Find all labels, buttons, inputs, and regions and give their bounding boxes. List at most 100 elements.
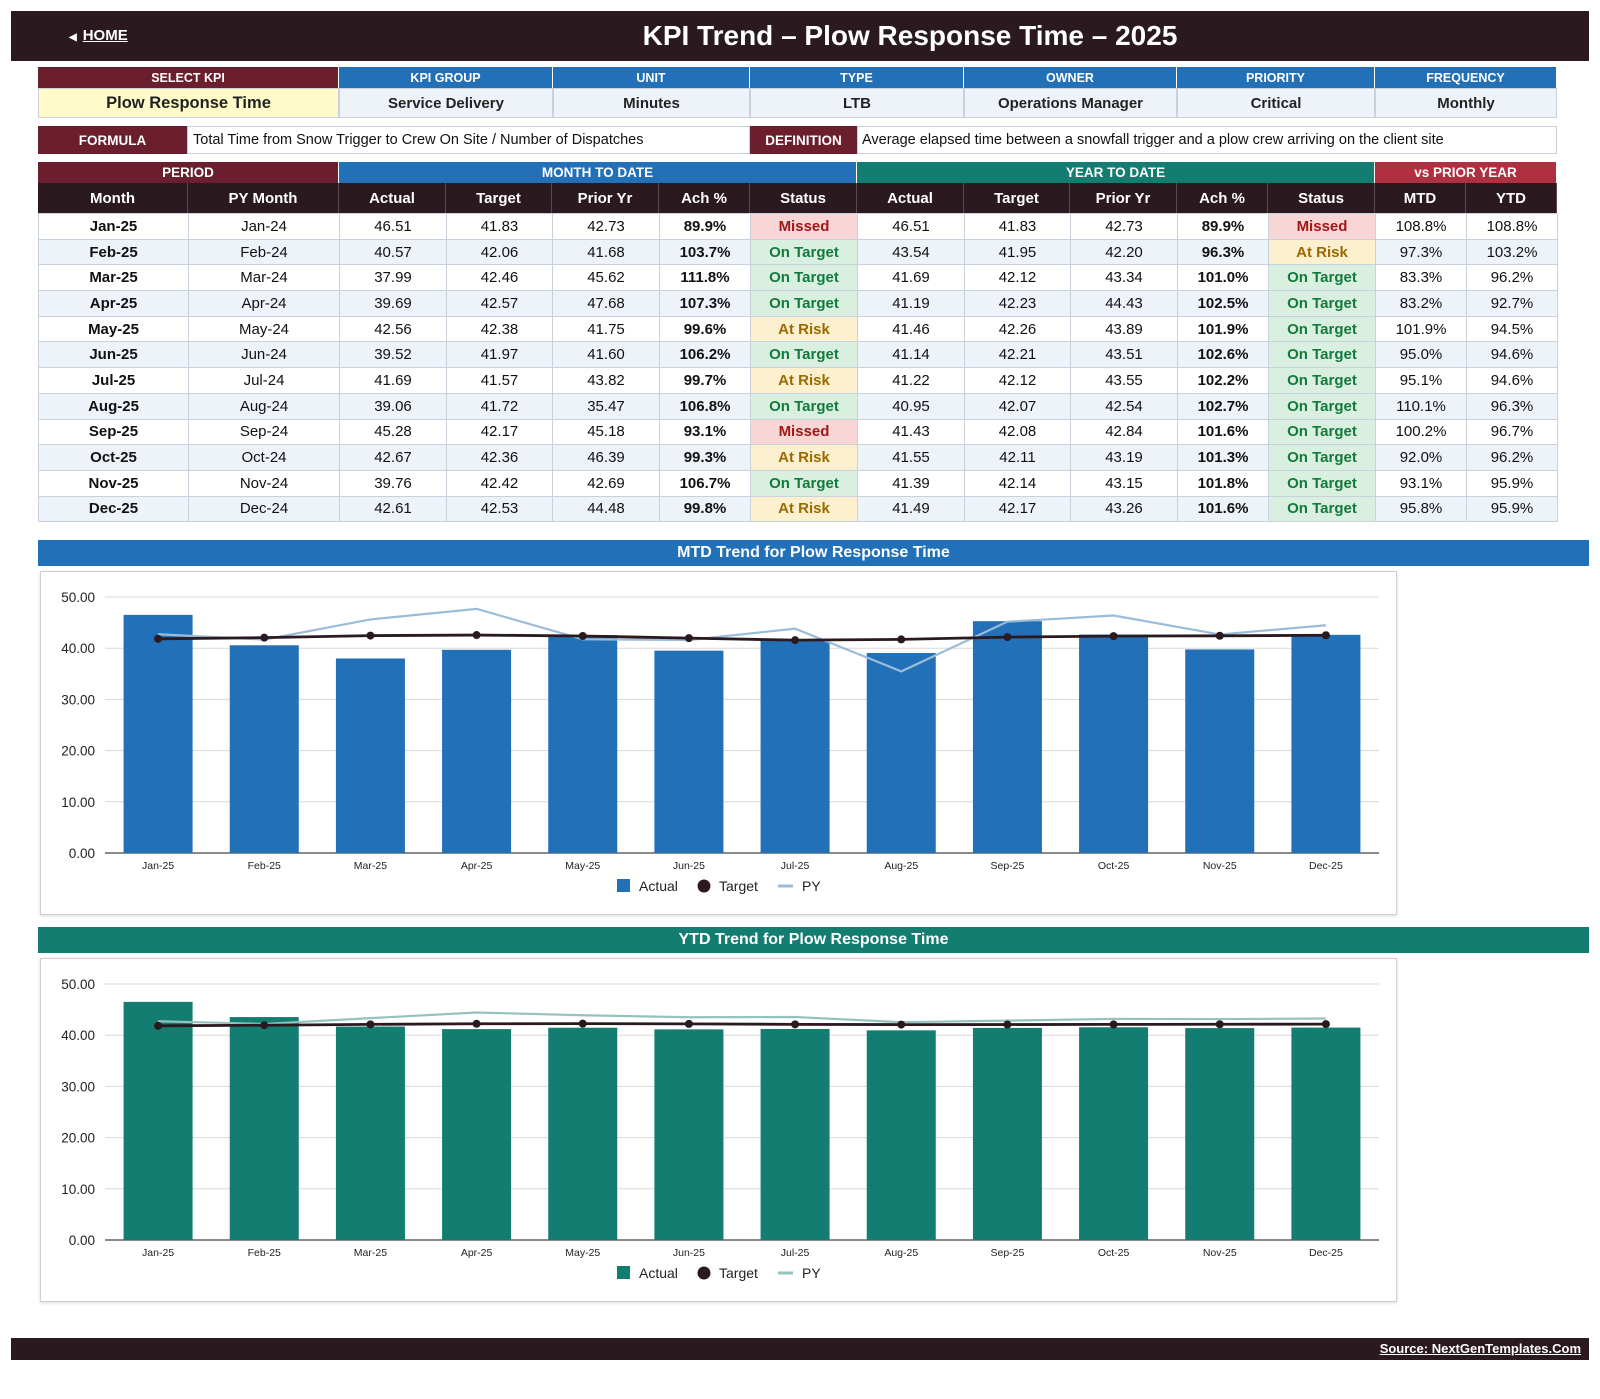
table-cell: 108.8% [1466, 213, 1558, 240]
table-row: Apr-25 Apr-24 39.69 42.57 47.68 107.3% On Targ… [38, 290, 1558, 317]
table-cell: 43.15 [1070, 469, 1178, 497]
table-row: Oct-25 Oct-24 42.67 42.36 46.39 99.3% At Risk 4… [38, 444, 1558, 471]
info-label-unit: UNIT [553, 67, 750, 88]
table-cell: 41.83 [964, 213, 1071, 240]
bar-actual [654, 1029, 724, 1240]
y-tick-label: 50.00 [61, 590, 95, 605]
bar-actual [1291, 634, 1361, 853]
bar-actual [760, 639, 830, 853]
ytd-chart: 0.00 10.00 20.00 30.00 40.00 50.00 Jan-25 Feb-2… [40, 958, 1397, 1302]
table-cell: 108.8% [1375, 213, 1467, 240]
table-row: Aug-25 Aug-24 39.06 41.72 35.47 106.8% On Targ… [38, 392, 1558, 420]
table-cell: Nov-25 [38, 469, 189, 497]
table-cell: 89.9% [1177, 213, 1269, 240]
home-link[interactable]: ◀ HOME [69, 27, 128, 44]
table-cell: Oct-25 [38, 444, 189, 471]
table-cell: 42.36 [446, 444, 553, 471]
table-cell: Apr-25 [38, 290, 189, 317]
table-cell: 101.0% [1177, 264, 1269, 292]
table-cell: 41.19 [857, 290, 965, 317]
info-label-priority: PRIORITY [1177, 67, 1375, 88]
table-cell: Aug-24 [188, 392, 340, 420]
target-point [684, 634, 693, 643]
legend-label-py: PY [802, 1265, 821, 1281]
status-badge: On Target [1268, 469, 1376, 497]
y-tick-label: 20.00 [61, 1131, 95, 1146]
bar-actual [654, 650, 724, 853]
table-cell: 41.46 [857, 315, 965, 343]
table-cell: 101.3% [1177, 444, 1269, 471]
table-cell: 111.8% [659, 264, 751, 292]
bar-actual [548, 635, 618, 853]
y-tick-label: 30.00 [61, 1079, 95, 1094]
table-cell: Jul-24 [188, 367, 340, 394]
table-cell: Jun-25 [38, 341, 189, 369]
target-point [260, 1021, 269, 1030]
status-badge: On Target [1268, 495, 1376, 523]
column-header-month: Month [38, 183, 188, 213]
table-cell: 94.5% [1466, 315, 1558, 343]
table-cell: Apr-24 [188, 290, 340, 317]
bar-actual [1185, 649, 1255, 853]
kpi-selector[interactable]: Plow Response Time [38, 88, 339, 118]
x-tick-label: Aug-25 [884, 1247, 918, 1259]
table-cell: 47.68 [552, 290, 660, 317]
table-cell: 43.26 [1070, 495, 1178, 523]
table-cell: 42.42 [446, 469, 553, 497]
table-cell: 41.75 [552, 315, 660, 343]
column-header-ytd: YTD [1466, 183, 1557, 213]
table-row: Jul-25 Jul-24 41.69 41.57 43.82 99.7% At Risk 4… [38, 367, 1558, 394]
table-cell: 95.8% [1375, 495, 1467, 523]
status-badge: Missed [750, 213, 858, 240]
table-cell: 42.14 [964, 469, 1071, 497]
table-cell: 93.1% [1375, 469, 1467, 497]
table-cell: 42.21 [964, 341, 1071, 369]
table-cell: Feb-25 [38, 238, 189, 266]
table-cell: Aug-25 [38, 392, 189, 420]
legend-label-actual: Actual [639, 878, 678, 894]
column-header-actual: Actual [339, 183, 446, 213]
table-cell: 96.2% [1466, 264, 1558, 292]
table-cell: 95.0% [1375, 341, 1467, 369]
table-cell: 95.9% [1466, 495, 1558, 523]
table-cell: Mar-24 [188, 264, 340, 292]
table-cell: 41.95 [964, 238, 1071, 266]
column-header-py-month: PY Month [188, 183, 339, 213]
target-point [472, 1019, 481, 1028]
bar-actual [335, 1026, 405, 1240]
target-point [578, 1019, 587, 1028]
table-cell: 95.1% [1375, 367, 1467, 394]
source-link[interactable]: Source: NextGenTemplates.Com [1379, 1341, 1581, 1356]
table-cell: 42.07 [964, 392, 1071, 420]
legend-label-target: Target [719, 878, 758, 894]
info-value-frequency: Monthly [1375, 88, 1557, 118]
x-tick-label: Dec-25 [1309, 860, 1343, 872]
table-cell: 103.2% [1466, 238, 1558, 266]
table-row: Jan-25 Jan-24 46.51 41.83 42.73 89.9% Missed 46… [38, 213, 1558, 240]
table-cell: 95.9% [1466, 469, 1558, 497]
table-cell: 41.57 [446, 367, 553, 394]
table-cell: 42.23 [964, 290, 1071, 317]
x-tick-label: Jan-25 [142, 860, 174, 872]
table-row: Mar-25 Mar-24 37.99 42.46 45.62 111.8% On Targ… [38, 264, 1558, 292]
table-cell: 42.57 [446, 290, 553, 317]
y-tick-label: 40.00 [61, 1028, 95, 1043]
table-cell: 41.43 [857, 418, 965, 446]
line-py [158, 607, 1327, 673]
bar-actual [1291, 1027, 1361, 1240]
column-header-prior-yr: Prior Yr [1070, 183, 1177, 213]
info-label-kpi-group: KPI GROUP [339, 67, 553, 88]
x-tick-label: Aug-25 [884, 860, 918, 872]
table-cell: 42.12 [964, 367, 1071, 394]
y-tick-label: 10.00 [61, 1182, 95, 1197]
table-cell: 41.72 [446, 392, 553, 420]
target-point [791, 1020, 800, 1029]
table-cell: Sep-25 [38, 418, 189, 446]
table-cell: 94.6% [1466, 367, 1558, 394]
table-cell: 45.62 [552, 264, 660, 292]
table-cell: 106.7% [659, 469, 751, 497]
bar-actual [866, 653, 936, 853]
status-badge: On Target [1268, 290, 1376, 317]
y-tick-label: 0.00 [69, 846, 95, 861]
table-cell: Feb-24 [188, 238, 340, 266]
